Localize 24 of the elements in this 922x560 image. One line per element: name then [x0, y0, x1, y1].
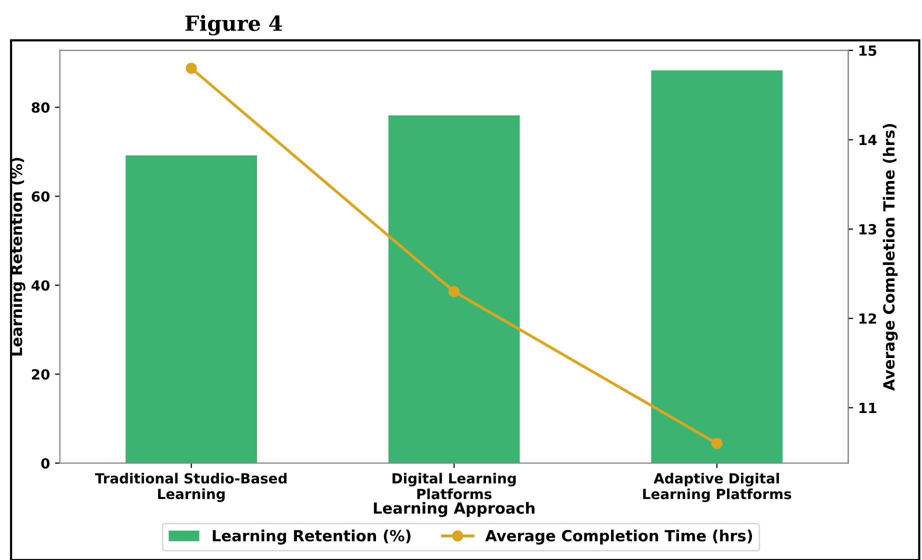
y-tick-label: 20 — [32, 369, 50, 380]
x-tick-label: Traditional Studio-Based Learning — [94, 472, 287, 502]
point — [186, 62, 197, 74]
legend-label: Average Completion Time (hrs) — [485, 530, 752, 545]
y-tick-label: 0 — [41, 458, 50, 469]
bar — [126, 155, 258, 464]
legend-label: Learning Retention (%) — [212, 530, 410, 545]
y2-tick-label: 15 — [860, 46, 876, 56]
point — [448, 286, 460, 298]
y-tick-label: 60 — [32, 191, 50, 202]
point — [711, 438, 722, 450]
y-tick-label: 40 — [32, 280, 50, 291]
y2-axis-title: Average Completion Time (hrs) — [882, 124, 898, 391]
bar — [651, 70, 783, 464]
y2-tick-label: 11 — [860, 402, 876, 414]
y2-tick-label: 14 — [860, 134, 877, 146]
bar — [388, 115, 520, 464]
x-tick-label: Digital Learning Platforms — [392, 472, 516, 500]
y-tick-label: 80 — [32, 102, 50, 113]
x-tick-label: Adaptive Digital Learning Platforms — [643, 472, 792, 502]
chart-title: Figure 4 — [185, 14, 282, 36]
y2-tick-label: 13 — [860, 224, 876, 235]
x-axis-title: Learning Approach — [374, 502, 534, 517]
y2-tick-label: 12 — [860, 313, 876, 324]
